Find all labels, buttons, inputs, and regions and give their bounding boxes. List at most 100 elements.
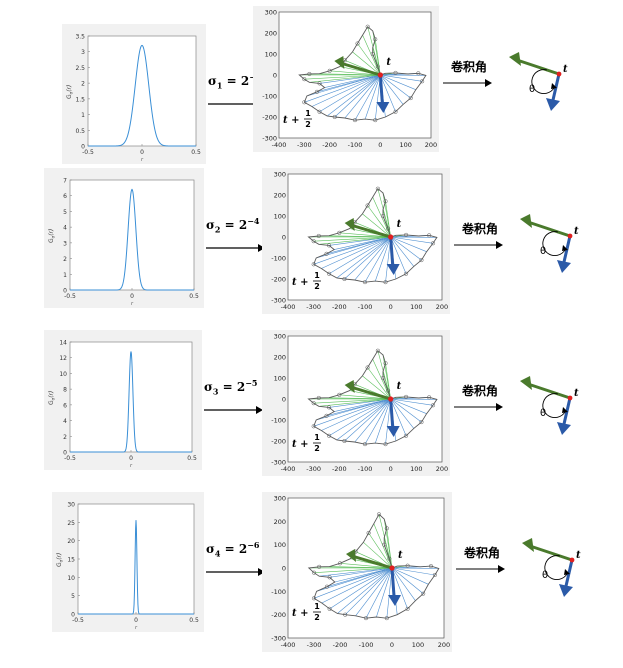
leaf-sample-point xyxy=(327,271,332,276)
leaf-plot-panel: -400 -300 -200 -100 0 100 200 300 200 100 0 -100 -20… xyxy=(262,168,450,314)
leaf-sample-point xyxy=(393,70,398,75)
angle-arc xyxy=(544,555,569,581)
gaussian-ytick-label: 4 xyxy=(63,418,67,425)
gaussian-ytick-label: 6 xyxy=(63,402,67,409)
leaf-xtick-label: -100 xyxy=(358,465,373,473)
leaf-plot: -400 -300 -200 -100 0 100 2003002001000-100-20… xyxy=(271,495,450,650)
leaf-xtick-label: -100 xyxy=(348,141,363,149)
leaf-sample-point xyxy=(405,563,410,568)
gaussian-ylabel: Gσ(r) xyxy=(66,85,74,99)
leaf-ray xyxy=(319,567,393,577)
leaf-blue-arrow xyxy=(390,567,396,597)
leaf-ray xyxy=(326,236,391,255)
gaussian-ytick-label: 3 xyxy=(63,240,67,247)
half-denominator: 2 xyxy=(305,120,311,129)
leaf-xtick-label: -100 xyxy=(358,303,373,311)
leaf-ray xyxy=(391,567,416,601)
gaussian-ylabel: Gσ(r) xyxy=(48,229,56,243)
sigma-arrow xyxy=(204,406,263,414)
angle-icon: tθ xyxy=(522,538,581,597)
leaf-sample-point xyxy=(404,271,409,276)
leaf-xtick-label: -200 xyxy=(333,641,348,649)
leaf-ytick-label: -300 xyxy=(271,297,286,305)
leaf-sample-point xyxy=(337,392,342,397)
gaussian-ytick-label: 20 xyxy=(67,538,75,545)
gaussian-ytick-label: 15 xyxy=(67,557,75,564)
leaf-ray xyxy=(390,398,415,429)
leaf-ytick-label: 100 xyxy=(274,213,286,221)
leaf-ray xyxy=(318,236,391,245)
leaf-sample-point xyxy=(342,276,347,282)
sigma-subscript: 2 xyxy=(214,224,221,235)
sigma-label: σ4 = 2−6 xyxy=(206,540,259,558)
gaussian-axes-box xyxy=(69,179,195,291)
leaf-sample-point xyxy=(352,118,358,123)
conv-angle-label: 卷积角 xyxy=(451,60,488,74)
conv-arrow xyxy=(454,241,503,249)
leaf-t-label: t xyxy=(397,381,402,392)
leaf-xtick-label: 100 xyxy=(410,303,422,311)
leaf-plot-panel: -400 -300 -200 -100 0 100 200 300 200 100 0 -100 -20… xyxy=(262,330,450,476)
leaf-ray xyxy=(374,39,381,76)
leaf-t-plus-label: t + xyxy=(292,608,308,619)
gaussian-xtick-label: 0.5 xyxy=(189,293,199,300)
leaf-ytick-label: 200 xyxy=(274,354,286,362)
leaf-sample-point xyxy=(317,109,322,114)
leaf-ray xyxy=(386,528,393,569)
leaf-ray xyxy=(326,398,391,417)
sigma-subscript: 1 xyxy=(216,80,223,91)
gaussian-xtick-label: -0.5 xyxy=(64,293,76,300)
leaf-sample-point xyxy=(384,526,389,531)
conv-angle-label: 卷积角 xyxy=(464,546,501,560)
leaf-ray xyxy=(334,74,381,118)
gaussian-curve xyxy=(70,188,194,291)
leaf-ray xyxy=(334,398,391,412)
leaf-ray xyxy=(339,394,391,400)
sigma-symbol: σ xyxy=(206,218,215,232)
leaf-ray xyxy=(319,73,381,76)
leaf-xtick-label: 0 xyxy=(390,641,394,649)
leaf-sample-point xyxy=(342,438,347,444)
angle-arc xyxy=(542,231,567,257)
leaf-ray xyxy=(319,74,381,84)
leaf-ray xyxy=(313,398,391,427)
sigma-exponent: −6 xyxy=(247,540,260,550)
leaf-sample-point xyxy=(324,584,330,589)
leaf-ray xyxy=(324,74,381,88)
leaf-ytick-label: 300 xyxy=(274,171,286,179)
leaf-sample-point xyxy=(327,575,332,580)
leaf-sample-point xyxy=(393,109,398,114)
leaf-sample-point xyxy=(430,403,436,408)
leaf-ray xyxy=(362,213,391,238)
leaf-ray xyxy=(385,201,391,238)
gaussian-ylabel: Gσ(r) xyxy=(56,553,64,567)
leaf-sample-point xyxy=(317,81,322,86)
sigma-exponent: −5 xyxy=(245,378,258,388)
leaf-ray xyxy=(344,567,393,615)
leaf-plot: -400 -300 -200 -100 0 100 2003002001000-100-20… xyxy=(271,333,448,474)
angle-icon: tθ xyxy=(520,376,579,435)
leaf-ytick-label: -200 xyxy=(271,276,286,284)
angle-center-point xyxy=(569,557,575,563)
leaf-sample-point xyxy=(420,79,425,84)
leaf-ray xyxy=(364,398,391,445)
leaf-ray xyxy=(321,567,393,604)
gaussian-ytick-label: 0 xyxy=(63,450,67,457)
leaf-sample-point xyxy=(327,243,332,248)
conv-arrow xyxy=(456,565,505,573)
gaussian-ytick-label: 8 xyxy=(63,387,67,394)
leaf-ray xyxy=(339,563,393,569)
leaf-sample-point xyxy=(302,100,307,105)
leaf-xtick-label: -300 xyxy=(297,141,312,149)
leaf-sample-point xyxy=(376,512,382,517)
leaf-ray xyxy=(336,398,391,441)
leaf-sample-point xyxy=(421,591,426,596)
leaf-ray xyxy=(329,235,391,238)
leaf-sample-point xyxy=(311,570,317,575)
gaussian-ytick-label: 2 xyxy=(63,256,67,263)
leaf-ytick-label: -300 xyxy=(271,459,286,467)
leaf-xtick-label: 200 xyxy=(436,303,448,311)
